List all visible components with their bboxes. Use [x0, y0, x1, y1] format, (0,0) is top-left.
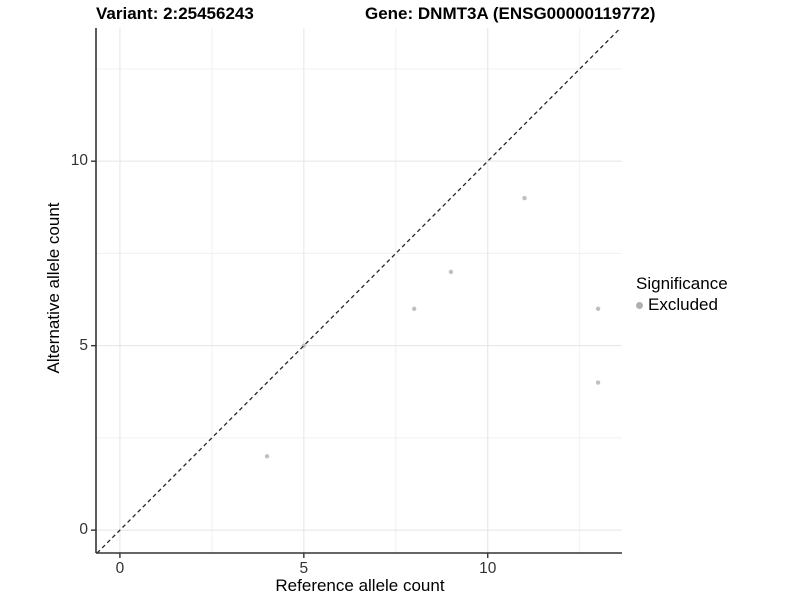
legend: Significance Excluded — [636, 274, 728, 315]
identity-dashed-line — [96, 27, 621, 554]
data-point — [448, 269, 454, 275]
plot-title-gene: Gene: DNMT3A (ENSG00000119772) — [365, 4, 656, 23]
data-point — [595, 380, 601, 385]
y-tick-label: 5 — [79, 336, 88, 354]
legend-title: Significance — [636, 274, 728, 293]
x-axis-title: Reference allele count — [275, 576, 445, 595]
x-tick-label: 10 — [479, 560, 497, 577]
legend-item-excluded: Excluded — [636, 295, 728, 315]
y-tick-label: 10 — [70, 152, 88, 170]
data-point — [595, 306, 601, 311]
legend-item-label: Excluded — [648, 295, 718, 314]
data-point — [411, 306, 417, 311]
y-axis-title: Alternative allele count — [44, 202, 63, 374]
x-tick-label: 0 — [115, 560, 125, 577]
x-tick-label: 5 — [299, 560, 309, 577]
y-tick-label: 0 — [79, 521, 88, 539]
data-point — [264, 454, 270, 459]
legend-key-point-icon — [636, 301, 643, 309]
plot-title-variant: Variant: 2:25456243 — [96, 4, 254, 23]
data-point — [522, 195, 527, 201]
